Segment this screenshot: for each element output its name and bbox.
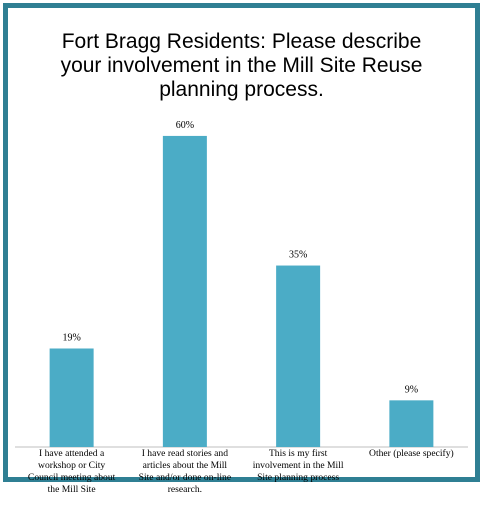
bar-2 [162,135,207,447]
bar-3 [276,265,321,447]
data-label-1: 19% [62,332,80,343]
data-label-4: 9% [405,384,418,395]
data-label-3: 35% [289,250,307,261]
category-label-1: I have attended a workshop or City Council… [15,448,129,496]
category-label-1-line-3: Council meeting about [27,472,116,483]
category-label-2-line-4: research. [167,484,203,495]
category-label-3-line-2: involvement in the Mill [252,460,344,471]
category-label-4-line-1: Other (please specify) [369,448,454,459]
chart-title-line-2: your involvement in the Mill Site Reuse [60,54,423,77]
category-label-2-line-1: I have read stories and [141,448,229,459]
category-label-2-line-3: Site and/or done on-line [138,472,232,483]
bar-4 [389,400,434,447]
category-label-2-line-2: articles about the Mill [142,460,228,471]
chart-title-line-3: planning process. [159,78,324,101]
category-label-4: Other (please specify) [354,448,468,460]
chart-title-line-1: Fort Bragg Residents: Please describe [61,30,422,53]
category-label-3-line-3: Site planning process [257,472,340,483]
data-label-2: 60% [176,120,194,131]
category-label-1-line-4: the Mill Site [47,484,96,495]
category-label-1-line-2: workshop or City [38,460,106,471]
category-label-2: I have read stories and articles about th… [128,448,242,496]
category-label-3-line-1: This is my first [268,448,328,459]
chart-title: Fort Bragg Residents: Please describe yo… [8,30,475,102]
bar-1 [49,348,94,447]
category-label-3: This is my first involvement in the Mill S… [241,448,355,484]
category-label-1-line-1: I have attended a [38,448,105,459]
